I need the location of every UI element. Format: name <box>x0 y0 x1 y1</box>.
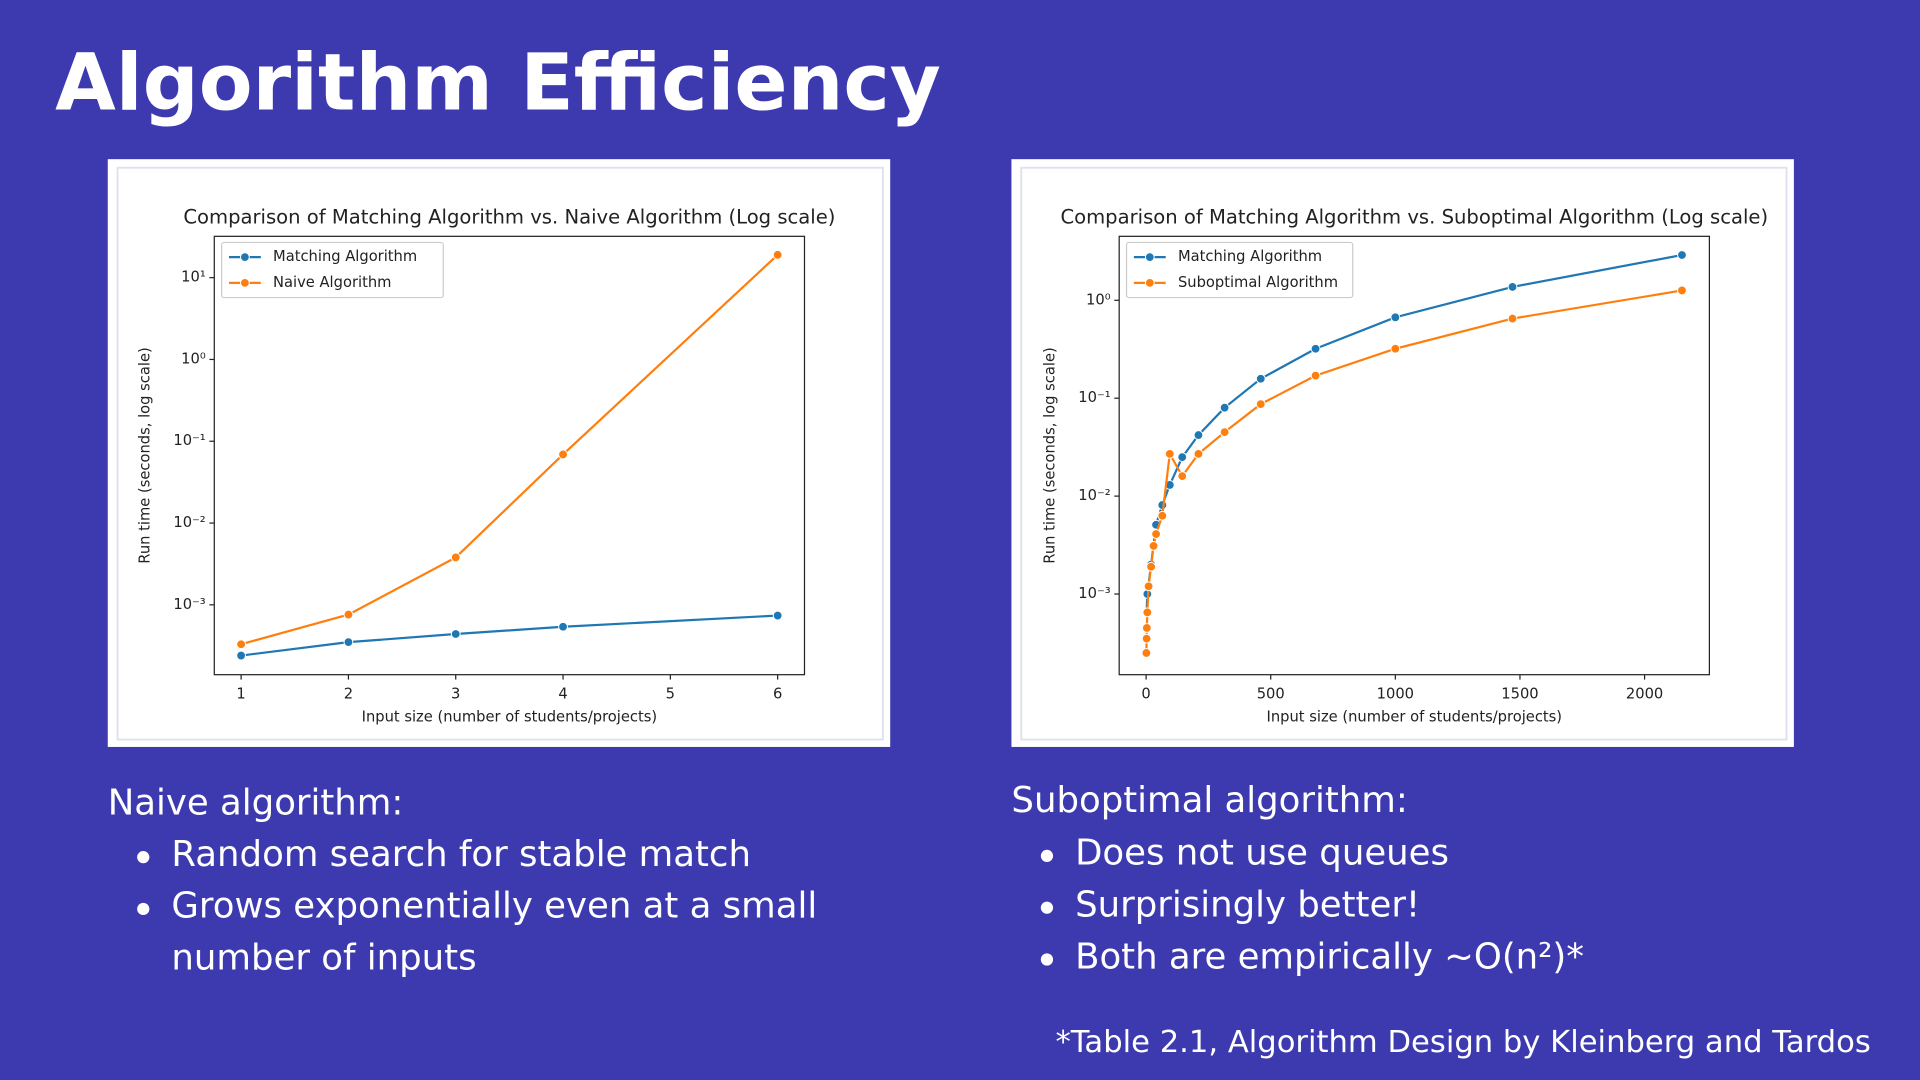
legend-label: Suboptimal Algorithm <box>1178 274 1338 291</box>
bullet-dot <box>1040 953 1054 966</box>
chart-inner-border <box>1020 166 1788 741</box>
data-point <box>1507 281 1518 292</box>
bullet-text: Both are empirically ~O(n²)* <box>1075 936 1584 977</box>
data-point <box>1164 448 1175 459</box>
data-point <box>1177 452 1188 463</box>
data-point <box>1141 623 1152 633</box>
y-tick-label: 10⁻³ <box>173 596 205 613</box>
data-point <box>558 449 568 460</box>
data-point <box>1219 427 1230 438</box>
data-point <box>1677 285 1687 296</box>
x-tick-label: 1 <box>236 685 245 702</box>
y-tick-label: 10⁻³ <box>1078 585 1110 602</box>
legend-marker <box>239 277 250 288</box>
data-point <box>1143 581 1154 592</box>
data-point <box>1255 373 1266 384</box>
data-point <box>450 629 461 639</box>
x-tick-label: 1500 <box>1501 685 1538 702</box>
data-point <box>1310 343 1321 354</box>
bullet-text: Does not use queues <box>1075 833 1449 874</box>
x-tick-label: 0 <box>1141 685 1150 702</box>
bullet-text: Surprisingly better! <box>1075 884 1420 925</box>
x-tick-label: 5 <box>666 685 675 702</box>
x-tick-label: 500 <box>1257 685 1285 702</box>
bullet-dot <box>137 851 150 864</box>
bullet-text: Grows exponentially even at a small numb… <box>171 886 828 979</box>
x-tick-label: 2 <box>344 685 353 702</box>
y-tick-label: 10⁻² <box>1078 487 1110 504</box>
plot-area <box>1118 235 1710 676</box>
y-tick-label: 10⁻¹ <box>173 432 205 449</box>
data-point <box>1677 250 1687 260</box>
x-axis-label: Input size (number of students/projects) <box>1267 709 1562 726</box>
bullet-text: Random search for stable match <box>171 834 751 875</box>
y-axis-label: Run time (seconds, log scale) <box>137 347 154 563</box>
data-point <box>1148 541 1159 551</box>
x-tick-label: 2000 <box>1626 685 1663 702</box>
x-tick-label: 1000 <box>1377 685 1414 702</box>
legend-marker <box>239 252 250 263</box>
data-point <box>236 639 247 650</box>
y-tick-label: 10⁻² <box>173 514 205 531</box>
y-tick-label: 10⁰ <box>1086 291 1111 308</box>
data-point <box>343 637 354 648</box>
bullet-dot <box>1040 849 1054 863</box>
legend-marker <box>1144 252 1155 263</box>
data-point <box>1141 648 1152 658</box>
data-point <box>1255 399 1266 410</box>
data-point <box>1390 312 1401 323</box>
x-tick-label: 4 <box>558 685 567 702</box>
x-axis-label: Input size (number of students/projects) <box>362 709 657 726</box>
data-point <box>1146 561 1156 572</box>
data-point <box>1310 370 1321 381</box>
data-point <box>343 609 354 620</box>
data-point <box>1193 430 1204 440</box>
legend-box <box>1125 241 1354 299</box>
bullet-dot <box>137 902 150 916</box>
y-tick-label: 10¹ <box>181 269 206 286</box>
data-point <box>450 552 461 563</box>
data-point <box>772 610 783 621</box>
section-heading: Suboptimal algorithm: <box>1011 780 1407 821</box>
data-point <box>1219 402 1230 413</box>
y-tick-label: 10⁻¹ <box>1078 389 1110 406</box>
data-point <box>772 249 783 260</box>
section-heading: Naive algorithm: <box>108 782 404 823</box>
chart-title: Comparison of Matching Algorithm vs. Nai… <box>183 205 835 228</box>
slide-title: Algorithm Efficiency <box>55 38 941 129</box>
data-point <box>558 621 568 632</box>
legend-label: Matching Algorithm <box>1178 248 1322 265</box>
legend-marker <box>1144 277 1155 288</box>
data-point <box>1142 607 1153 618</box>
legend-box <box>221 241 444 299</box>
y-tick-label: 10⁰ <box>181 350 206 367</box>
footnote: *Table 2.1, Algorithm Design by Kleinber… <box>1056 1025 1871 1060</box>
data-point <box>1507 313 1518 324</box>
data-point <box>1151 529 1161 539</box>
plot-area <box>213 235 806 676</box>
y-axis-label: Run time (seconds, log scale) <box>1042 347 1059 563</box>
bullet-dot <box>1040 901 1054 914</box>
data-point <box>1193 448 1204 459</box>
legend-label: Matching Algorithm <box>273 248 417 265</box>
x-tick-label: 3 <box>451 685 460 702</box>
legend-label: Naive Algorithm <box>273 274 391 291</box>
data-point <box>236 650 247 661</box>
data-point <box>1141 633 1152 644</box>
data-point <box>1177 471 1188 482</box>
chart-title: Comparison of Matching Algorithm vs. Sub… <box>1060 205 1768 228</box>
data-point <box>1390 343 1401 354</box>
data-point <box>1157 510 1168 521</box>
x-tick-label: 6 <box>773 685 782 702</box>
chart-inner-border <box>116 166 884 741</box>
